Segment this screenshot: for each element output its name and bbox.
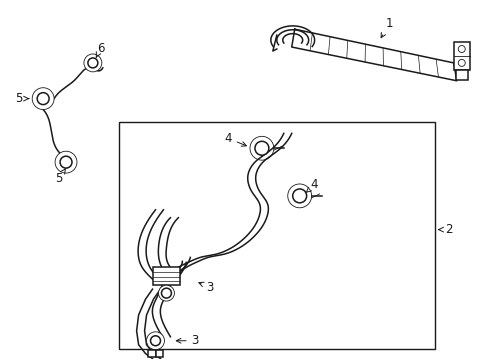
Circle shape: [150, 336, 160, 346]
Circle shape: [146, 332, 164, 350]
Bar: [119, 122, 434, 349]
Text: 6: 6: [96, 41, 104, 57]
Circle shape: [287, 184, 311, 208]
Circle shape: [60, 156, 72, 168]
Circle shape: [158, 285, 174, 301]
Circle shape: [84, 54, 102, 72]
Bar: [147, 350, 155, 357]
Bar: [155, 350, 163, 357]
Circle shape: [292, 189, 306, 203]
Text: 4: 4: [305, 179, 318, 193]
Bar: [152, 267, 180, 285]
Text: 5: 5: [16, 92, 29, 105]
Circle shape: [457, 59, 464, 66]
Bar: [453, 42, 469, 70]
Text: 4: 4: [224, 132, 246, 146]
Text: 5: 5: [55, 168, 65, 185]
Circle shape: [457, 46, 464, 53]
Circle shape: [254, 141, 268, 155]
Text: 2: 2: [438, 223, 452, 236]
Circle shape: [55, 151, 77, 173]
Text: 3: 3: [199, 281, 213, 294]
Circle shape: [249, 136, 273, 160]
Circle shape: [161, 288, 171, 298]
Circle shape: [32, 88, 54, 109]
Circle shape: [37, 93, 49, 105]
Text: 3: 3: [176, 334, 199, 347]
Bar: [455, 70, 467, 80]
Circle shape: [88, 58, 98, 68]
Text: 1: 1: [380, 17, 392, 38]
